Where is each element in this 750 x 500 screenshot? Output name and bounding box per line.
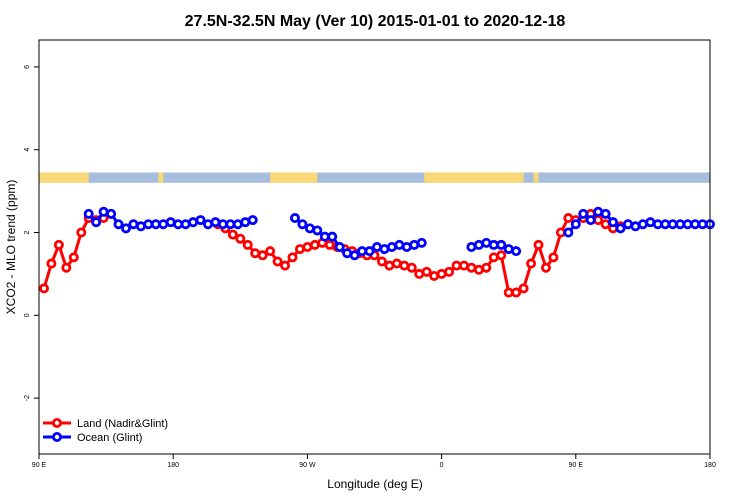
data-point (289, 213, 300, 224)
land-band-1 (158, 172, 164, 183)
data-point (76, 227, 87, 238)
y-axis: -2 0 2 4 6 (24, 65, 39, 401)
y-axis-label: XCO2 - MLO trend (ppm) (4, 180, 18, 315)
data-point (421, 266, 432, 277)
plot-frame (38, 39, 711, 455)
data-point (406, 262, 417, 273)
legend-label-land: Land (Nadir&Glint) (77, 418, 168, 430)
data-point (585, 215, 596, 226)
data-point (334, 241, 345, 252)
legend-marker-land (52, 417, 63, 428)
data-point (496, 250, 507, 261)
chart-title: 27.5N-32.5N May (Ver 10) 2015-01-01 to 2… (185, 13, 566, 30)
data-point (526, 258, 537, 269)
x-tick-label: 90 E (32, 462, 47, 469)
x-tick-label: 90 W (299, 462, 316, 469)
data-point (578, 208, 589, 219)
data-point (83, 208, 94, 219)
data-point (287, 252, 298, 263)
data-point (600, 208, 611, 219)
data-point (297, 219, 308, 230)
y-tick-label: -2 (24, 395, 31, 401)
data-point (68, 252, 79, 263)
data-point (312, 225, 323, 236)
x-tick-label: 180 (167, 462, 179, 469)
data-point (61, 262, 72, 273)
series-1 (83, 206, 716, 261)
y-tick-label: 2 (24, 230, 31, 234)
data-point (608, 217, 619, 228)
data-point (349, 250, 360, 261)
x-tick-label: 90 E (569, 462, 584, 469)
data-point (540, 262, 551, 273)
data-point (533, 239, 544, 250)
legend-label-ocean: Ocean (Glint) (77, 432, 142, 444)
legend: Land (Nadir&Glint) Ocean (Glint) (43, 417, 168, 444)
data-point (53, 239, 64, 250)
legend-marker-ocean (52, 431, 63, 442)
data-point (563, 227, 574, 238)
y-tick-label: 4 (24, 148, 31, 152)
data-point (570, 219, 581, 230)
data-point (280, 260, 291, 271)
land-band-0 (39, 172, 89, 183)
series-layer (38, 206, 716, 298)
ocean-band (39, 172, 710, 183)
data-point (518, 283, 529, 294)
data-point (511, 287, 522, 298)
data-point (227, 229, 238, 240)
data-point (364, 246, 375, 257)
x-axis: 90 E 180 90 W 0 90 E 180 (32, 454, 716, 469)
data-point (481, 262, 492, 273)
data-point (511, 246, 522, 257)
x-tick-label: 0 (440, 462, 444, 469)
data-point (416, 237, 427, 248)
data-point (235, 233, 246, 244)
data-point (91, 217, 102, 228)
data-point (46, 258, 57, 269)
data-point (496, 239, 507, 250)
data-point (106, 208, 117, 219)
data-point (113, 219, 124, 230)
data-point (257, 250, 268, 261)
x-axis-label: Longitude (deg E) (327, 477, 422, 491)
data-point (195, 215, 206, 226)
data-point (615, 223, 626, 234)
data-point (548, 252, 559, 263)
data-point (38, 283, 49, 294)
y-tick-label: 0 (24, 313, 31, 317)
data-point (247, 215, 258, 226)
data-point (265, 246, 276, 257)
land-band-2 (270, 172, 318, 183)
land-band-3 (424, 172, 524, 183)
data-point (444, 266, 455, 277)
data-point (376, 256, 387, 267)
land-band-4 (533, 172, 539, 183)
y-tick-label: 6 (24, 65, 31, 69)
land-ocean-strip (39, 172, 710, 183)
data-point (120, 223, 131, 234)
data-point (242, 239, 253, 250)
data-point (272, 256, 283, 267)
data-point (327, 231, 338, 242)
x-tick-label: 180 (704, 462, 716, 469)
